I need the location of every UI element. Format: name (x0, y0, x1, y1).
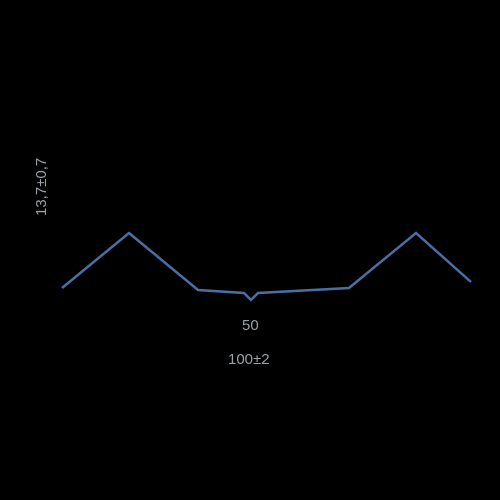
profile-diagram: 13,7±0,7 50 100±2 (0, 0, 500, 500)
profile-svg (0, 0, 500, 500)
height-dimension-label: 13,7±0,7 (34, 158, 49, 216)
full-pitch-label: 100±2 (228, 352, 270, 367)
half-pitch-label: 50 (242, 318, 259, 333)
profile-polyline (62, 233, 471, 300)
